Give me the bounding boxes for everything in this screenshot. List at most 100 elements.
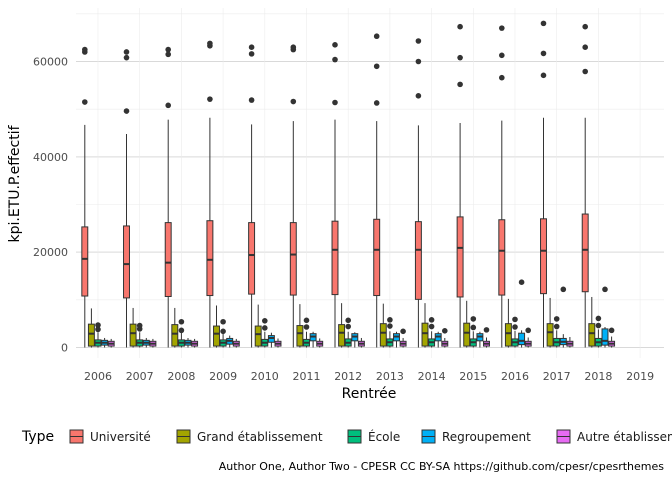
x-axis-title: Rentrée xyxy=(342,386,397,402)
box-body xyxy=(373,218,381,297)
box-2014 xyxy=(421,303,429,348)
outlier-point xyxy=(373,63,380,70)
box-2006 xyxy=(94,322,102,348)
outlier-point xyxy=(428,317,435,323)
legend-title: Type xyxy=(21,429,54,445)
box-2013 xyxy=(399,328,407,348)
box-2009 xyxy=(232,338,240,348)
x-tick-label: 2006 xyxy=(84,370,112,383)
outlier-point xyxy=(540,72,547,79)
outlier-point xyxy=(303,324,310,330)
box-2012 xyxy=(331,42,339,348)
outlier-point xyxy=(512,324,518,330)
outlier-point xyxy=(400,328,406,335)
box-body xyxy=(456,216,464,298)
box-2006 xyxy=(101,337,109,348)
legend-item: École xyxy=(347,429,400,444)
box-body xyxy=(518,332,526,346)
box-2009 xyxy=(219,318,227,348)
outlier-point xyxy=(373,33,380,40)
legend-label: Université xyxy=(90,430,151,444)
box-2015 xyxy=(456,23,464,348)
outlier-point xyxy=(499,74,505,81)
box-2009 xyxy=(213,305,220,348)
box-body xyxy=(129,323,137,347)
outlier-point xyxy=(428,323,435,330)
outlier-point xyxy=(220,318,226,325)
outlier-point xyxy=(442,328,448,334)
outlier-point xyxy=(499,52,505,59)
legend-label: Regroupement xyxy=(442,430,531,444)
box-2012 xyxy=(344,317,352,348)
outlier-point xyxy=(165,102,171,109)
legend-label: Autre établissement xyxy=(577,430,672,444)
box-body xyxy=(379,323,387,347)
box-2017 xyxy=(540,20,547,348)
outlier-point xyxy=(525,327,531,334)
outlier-point xyxy=(123,54,130,61)
boxplot-marks xyxy=(81,20,616,348)
legend-item: Grand établissement xyxy=(176,429,323,444)
box-2016 xyxy=(518,279,526,348)
box-2008 xyxy=(177,318,185,348)
x-axis-ticks: 2006 2007 2008 2009 2010 2011 2012 2013 2014 2015… xyxy=(84,370,654,383)
box-body xyxy=(338,324,346,347)
outlier-point xyxy=(387,323,393,329)
outlier-point xyxy=(457,81,463,88)
box-body xyxy=(414,221,422,300)
chart-caption: Author One, Author Two - CPESR CC BY-SA … xyxy=(219,460,665,473)
outlier-point xyxy=(165,46,171,53)
y-axis-ticks: 0 20000 40000 60000 xyxy=(33,56,68,355)
box-2010 xyxy=(274,338,282,348)
x-tick-label: 2009 xyxy=(209,370,237,383)
x-tick-label: 2019 xyxy=(626,370,654,383)
outlier-point xyxy=(540,50,547,57)
box-2016 xyxy=(524,327,532,348)
outlier-point xyxy=(415,38,422,44)
y-axis-title: kpi.ETU.P.effectif xyxy=(7,124,23,242)
box-2014 xyxy=(434,331,442,348)
outlier-point xyxy=(415,93,422,99)
box-body xyxy=(498,219,506,296)
box-2009 xyxy=(226,335,234,348)
outlier-point xyxy=(332,56,338,63)
legend: Type Université Grand établissement École R… xyxy=(21,429,672,445)
box-2013 xyxy=(379,303,387,348)
box-body xyxy=(213,325,220,347)
outlier-point xyxy=(540,20,547,27)
box-2017 xyxy=(553,316,561,348)
outlier-point xyxy=(457,54,463,61)
legend-item: Regroupement xyxy=(421,429,531,444)
outlier-point xyxy=(207,40,213,47)
outlier-point xyxy=(262,325,268,331)
box-2008 xyxy=(191,338,199,348)
box-2006 xyxy=(87,308,95,348)
box-2018 xyxy=(581,23,589,348)
outlier-point xyxy=(602,286,608,293)
box-2008 xyxy=(171,307,179,348)
box-2007 xyxy=(136,322,144,348)
box-2008 xyxy=(164,46,172,348)
outlier-point xyxy=(82,46,88,53)
box-2016 xyxy=(511,316,519,348)
box-body xyxy=(546,323,554,347)
outlier-point xyxy=(220,328,226,335)
x-tick-label: 2017 xyxy=(543,370,571,383)
box-2016 xyxy=(498,25,506,348)
outlier-point xyxy=(82,99,88,105)
outlier-point xyxy=(248,51,255,57)
box-2012 xyxy=(351,332,359,348)
box-body xyxy=(254,325,262,347)
box-2014 xyxy=(414,38,422,348)
outlier-point xyxy=(582,23,588,30)
outlier-point xyxy=(553,316,560,322)
box-2007 xyxy=(149,338,157,348)
outlier-point xyxy=(178,327,185,334)
outlier-point xyxy=(290,44,297,50)
box-body xyxy=(206,220,214,297)
box-body xyxy=(296,325,304,347)
x-tick-label: 2015 xyxy=(459,370,487,383)
outlier-point xyxy=(248,44,255,50)
box-2010 xyxy=(267,332,275,348)
